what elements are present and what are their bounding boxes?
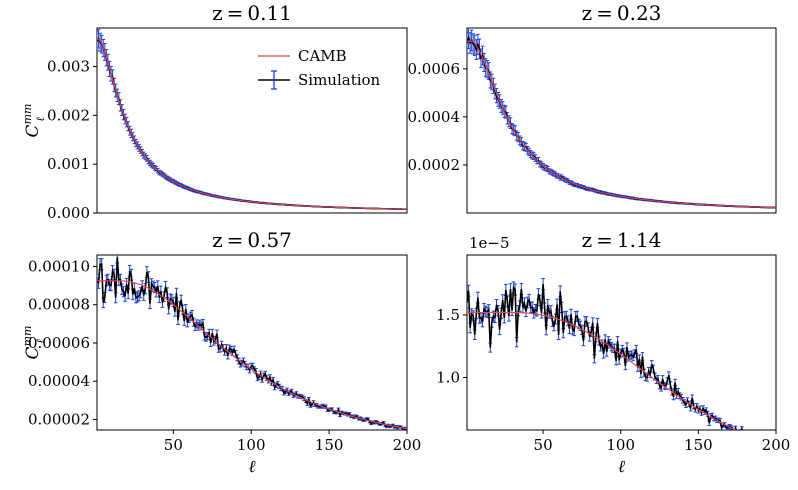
simulation-series-line	[467, 284, 744, 430]
panel-z023: 0.0002 0.0004 0.0006 z = 0.23	[408, 1, 777, 214]
x-tick-label: 50	[164, 436, 183, 454]
simulation-series-line	[467, 35, 776, 209]
axes-frame	[96, 27, 408, 214]
plot-area	[467, 278, 744, 430]
legend-simulation-swatch	[258, 70, 290, 90]
plot-area	[97, 29, 407, 211]
y-axis-label-sub: ℓ	[34, 117, 47, 122]
y-tick-label: 0.003	[47, 58, 90, 76]
svg-text:Cmmℓ: Cmmℓ	[21, 104, 47, 138]
x-tick-label: 100	[237, 436, 266, 454]
x-axis-label: ℓ	[618, 457, 625, 477]
panel-title: z = 0.57	[212, 228, 292, 252]
y-axis-label: Cmmℓ	[21, 326, 47, 360]
camb-series-line	[97, 280, 407, 430]
axes-frame	[466, 254, 777, 431]
axes-ticks: 0.000 0.001 0.002 0.003	[47, 58, 97, 222]
axes-ticks: 0.00002 0.00004 0.00006 0.00008 0.00010 50 100…	[28, 257, 421, 454]
y-axis-label-sup: mm	[21, 326, 34, 347]
plot-area	[467, 28, 776, 209]
y-tick-label: 0.0002	[408, 156, 461, 174]
y-axis-label-main: C	[23, 346, 43, 359]
camb-series-line	[467, 311, 737, 430]
x-axis-label: ℓ	[248, 457, 255, 477]
panel-z011: 0.000 0.001 0.002 0.003 z = 0.11	[47, 1, 408, 222]
legend: CAMB Simulation	[258, 47, 381, 90]
simulation-series-line	[97, 257, 407, 430]
y-tick-label: 0.000	[47, 204, 90, 222]
y-tick-label: 0.00002	[28, 410, 90, 428]
panel-z114: 1.0 1.5 50 100 150 200 z = 1.14 1e−5	[436, 228, 790, 454]
y-offset-label: 1e−5	[469, 234, 510, 252]
x-tick-label: 100	[606, 436, 635, 454]
y-tick-label: 1.0	[436, 369, 460, 387]
y-tick-label: 0.0004	[408, 108, 461, 126]
y-tick-label: 0.00010	[28, 257, 90, 275]
svg-text:Cmmℓ: Cmmℓ	[21, 326, 47, 360]
y-axis-label-main: C	[23, 124, 43, 137]
panel-title: z = 0.11	[212, 1, 292, 25]
y-tick-label: 0.002	[47, 106, 90, 124]
legend-simulation-label: Simulation	[298, 71, 381, 89]
camb-series-line	[467, 40, 776, 209]
y-axis-label-sub: ℓ	[34, 339, 47, 344]
x-tick-label: 200	[393, 436, 422, 454]
camb-series-line	[97, 38, 407, 210]
x-tick-label: 150	[315, 436, 344, 454]
panel-title: z = 0.23	[582, 1, 662, 25]
error-bars	[97, 255, 407, 430]
x-tick-label: 50	[534, 436, 553, 454]
y-tick-label: 0.00006	[28, 334, 90, 352]
error-bars	[467, 28, 776, 209]
simulation-series-line	[97, 37, 407, 211]
y-tick-label: 1.5	[436, 306, 460, 324]
y-tick-label: 0.00004	[28, 372, 90, 390]
axes-frame	[466, 27, 777, 214]
error-bars	[97, 29, 407, 210]
x-tick-label: 200	[762, 436, 791, 454]
panel-z057: 0.00002 0.00004 0.00006 0.00008 0.00010 50 100…	[28, 228, 421, 454]
axes-ticks: 1.0 1.5 50 100 150 200	[436, 306, 790, 454]
y-tick-label: 0.001	[47, 155, 90, 173]
axes-ticks: 0.0002 0.0004 0.0006	[408, 60, 467, 174]
y-tick-label: 0.00008	[28, 296, 90, 314]
panel-title: z = 1.14	[582, 228, 662, 252]
legend-camb-label: CAMB	[298, 47, 347, 65]
y-axis-label: Cmmℓ	[21, 104, 47, 138]
plot-area	[97, 255, 407, 430]
y-axis-label-sup: mm	[21, 104, 34, 125]
x-tick-label: 150	[684, 436, 713, 454]
y-tick-label: 0.0006	[408, 60, 461, 78]
